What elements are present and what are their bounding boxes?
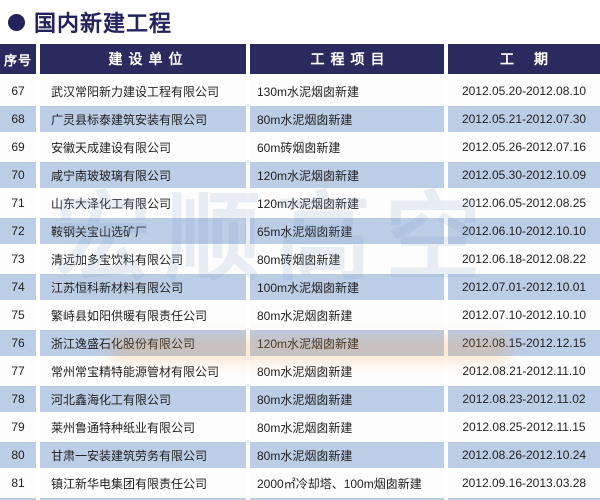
next-row-partial <box>0 498 600 500</box>
company-name: 莱州鲁通特种纸业有限公司 <box>40 414 246 440</box>
column-header-no: 序号 <box>0 44 36 74</box>
table-row: 76 浙江逸盛石化股份有限公司 120m水泥烟囱新建 2012.08.15-20… <box>0 330 600 356</box>
project-name: 130m水泥烟囱新建 <box>250 78 444 104</box>
project-period: 2012.05.30-2012.10.09 <box>448 162 600 188</box>
table-row: 78 河北鑫海化工有限公司 80m水泥烟囱新建 2012.08.23-2012.… <box>0 386 600 412</box>
table-row: 73 清远加多宝饮料有限公司 80m砖烟囱新建 2012.06.18-2012.… <box>0 246 600 272</box>
project-name: 80m水泥烟囱新建 <box>250 386 444 412</box>
project-period: 2012.06.05-2012.08.25 <box>448 190 600 216</box>
row-number: 71 <box>0 190 36 216</box>
column-header-company: 建设单位 <box>40 44 246 74</box>
table-row: 74 江苏恒科新材料有限公司 100m水泥烟囱新建 2012.07.01-201… <box>0 274 600 300</box>
row-number: 79 <box>0 414 36 440</box>
project-period: 2012.08.23-2012.11.02 <box>448 386 600 412</box>
table-header-row: 序号 建设单位 工程项目 工期 <box>0 44 600 74</box>
project-period: 2012.07.10-2012.10.10 <box>448 302 600 328</box>
project-name: 120m水泥烟囱新建 <box>250 330 444 356</box>
table-row: 69 安徽天成建设有限公司 60m砖烟囱新建 2012.05.26-2012.0… <box>0 134 600 160</box>
project-name: 100m水泥烟囱新建 <box>250 274 444 300</box>
company-name: 河北鑫海化工有限公司 <box>40 386 246 412</box>
table-row: 79 莱州鲁通特种纸业有限公司 80m水泥烟囱新建 2012.08.25-201… <box>0 414 600 440</box>
company-name: 繁峙县如阳供暖有限责任公司 <box>40 302 246 328</box>
project-period: 2012.05.20-2012.08.10 <box>448 78 600 104</box>
project-name: 60m砖烟囱新建 <box>250 134 444 160</box>
row-number: 74 <box>0 274 36 300</box>
table-row: 80 甘肃一安装建筑劳务有限公司 80m水泥烟囱新建 2012.08.26-20… <box>0 442 600 468</box>
project-period: 2012.09.16-2013.03.28 <box>448 470 600 496</box>
page-title: 国内新建工程 <box>34 11 173 36</box>
table-body: 67 武汉常阳新力建设工程有限公司 130m水泥烟囱新建 2012.05.20-… <box>0 78 600 496</box>
project-period: 2012.08.26-2012.10.24 <box>448 442 600 468</box>
table-row: 72 鞍钢关宝山选矿厂 65m水泥烟囱新建 2012.06.10-2012.10… <box>0 218 600 244</box>
company-name: 安徽天成建设有限公司 <box>40 134 246 160</box>
next-row-cell <box>250 498 444 500</box>
project-name: 120m水泥烟囱新建 <box>250 190 444 216</box>
project-period: 2012.06.10-2012.10.10 <box>448 218 600 244</box>
company-name: 江苏恒科新材料有限公司 <box>40 274 246 300</box>
company-name: 清远加多宝饮料有限公司 <box>40 246 246 272</box>
company-name: 鞍钢关宝山选矿厂 <box>40 218 246 244</box>
project-name: 80m水泥烟囱新建 <box>250 106 444 132</box>
project-name: 120m水泥烟囱新建 <box>250 162 444 188</box>
row-number: 77 <box>0 358 36 384</box>
project-period: 2012.07.01-2012.10.01 <box>448 274 600 300</box>
bullet-icon <box>8 13 25 31</box>
project-period: 2012.05.26-2012.07.16 <box>448 134 600 160</box>
row-number: 76 <box>0 330 36 356</box>
row-number: 67 <box>0 78 36 104</box>
project-name: 65m水泥烟囱新建 <box>250 218 444 244</box>
row-number: 80 <box>0 442 36 468</box>
company-name: 甘肃一安装建筑劳务有限公司 <box>40 442 246 468</box>
project-period: 2012.05.21-2012.07.30 <box>448 106 600 132</box>
column-header-project: 工程项目 <box>250 44 444 74</box>
page-title-bar: 国内新建工程 <box>0 0 600 44</box>
table-row: 75 繁峙县如阳供暖有限责任公司 80m水泥烟囱新建 2012.07.10-20… <box>0 302 600 328</box>
project-name: 80m水泥烟囱新建 <box>250 414 444 440</box>
company-name: 咸宁南玻玻璃有限公司 <box>40 162 246 188</box>
next-row-cell <box>40 498 246 500</box>
table-row: 81 镇江新华电集团有限责任公司 2000㎡冷却塔、100m烟囱新建 2012.… <box>0 470 600 496</box>
project-name: 80m砖烟囱新建 <box>250 246 444 272</box>
company-name: 广灵县标泰建筑安装有限公司 <box>40 106 246 132</box>
company-name: 山东大泽化工有限公司 <box>40 190 246 216</box>
column-header-period: 工期 <box>448 44 600 74</box>
table-row: 68 广灵县标泰建筑安装有限公司 80m水泥烟囱新建 2012.05.21-20… <box>0 106 600 132</box>
table-row: 67 武汉常阳新力建设工程有限公司 130m水泥烟囱新建 2012.05.20-… <box>0 78 600 104</box>
project-period: 2012.08.21-2012.11.10 <box>448 358 600 384</box>
project-period: 2012.08.15-2012.12.15 <box>448 330 600 356</box>
company-name: 常州常宝精特能源管材有限公司 <box>40 358 246 384</box>
row-number: 81 <box>0 470 36 496</box>
table-row: 70 咸宁南玻玻璃有限公司 120m水泥烟囱新建 2012.05.30-2012… <box>0 162 600 188</box>
row-number: 75 <box>0 302 36 328</box>
project-period: 2012.06.18-2012.08.22 <box>448 246 600 272</box>
project-name: 80m水泥烟囱新建 <box>250 302 444 328</box>
row-number: 78 <box>0 386 36 412</box>
row-number: 72 <box>0 218 36 244</box>
row-number: 69 <box>0 134 36 160</box>
project-name: 2000㎡冷却塔、100m烟囱新建 <box>250 470 444 496</box>
table-row: 77 常州常宝精特能源管材有限公司 80m水泥烟囱新建 2012.08.21-2… <box>0 358 600 384</box>
row-number: 73 <box>0 246 36 272</box>
projects-table: 序号 建设单位 工程项目 工期 67 武汉常阳新力建设工程有限公司 130m水泥烟囱新… <box>0 44 600 500</box>
next-row-cell <box>448 498 600 500</box>
project-name: 80m水泥烟囱新建 <box>250 358 444 384</box>
row-number: 70 <box>0 162 36 188</box>
company-name: 武汉常阳新力建设工程有限公司 <box>40 78 246 104</box>
project-name: 80m水泥烟囱新建 <box>250 442 444 468</box>
company-name: 浙江逸盛石化股份有限公司 <box>40 330 246 356</box>
next-row-cell <box>0 498 36 500</box>
row-number: 68 <box>0 106 36 132</box>
table-row: 71 山东大泽化工有限公司 120m水泥烟囱新建 2012.06.05-2012… <box>0 190 600 216</box>
company-name: 镇江新华电集团有限责任公司 <box>40 470 246 496</box>
project-period: 2012.08.25-2012.11.15 <box>448 414 600 440</box>
